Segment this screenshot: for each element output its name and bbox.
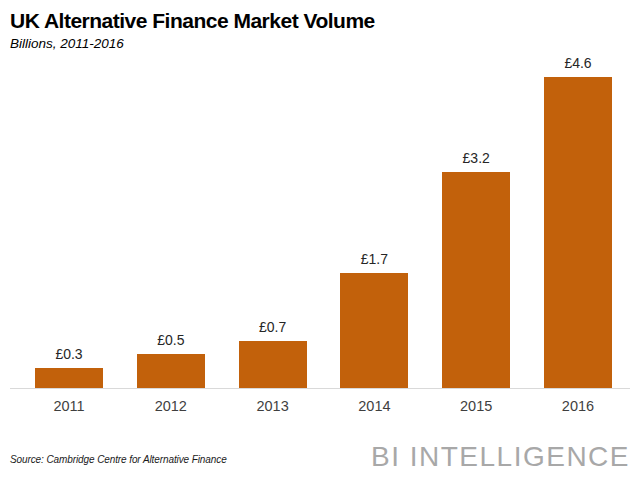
bar-value-label-2016: £4.6 [538,55,618,71]
chart-page: UK Alternative Finance Market Volume Bil… [0,0,640,481]
source-note: Source: Cambridge Centre for Alternative… [10,454,227,465]
bar-2016 [544,77,612,388]
bar-value-label-2011: £0.3 [29,346,109,362]
x-axis-label-2011: 2011 [29,398,109,414]
x-axis-label-2012: 2012 [131,398,211,414]
bar-2012 [137,354,205,388]
bar-value-label-2015: £3.2 [436,150,516,166]
bar-2013 [239,341,307,388]
bar-2011 [35,368,103,388]
bar-value-label-2014: £1.7 [334,251,414,267]
x-axis-label-2013: 2013 [233,398,313,414]
x-axis-line [10,388,630,389]
x-axis-label-2015: 2015 [436,398,516,414]
brand-logo: BI INTELLIGENCE [371,441,630,473]
bar-2014 [340,273,408,388]
plot-area: £0.3 2011 £0.5 2012 £0.7 2013 £1.7 2014 £3.2 2015… [0,0,640,481]
bar-value-label-2013: £0.7 [233,319,313,335]
x-axis-label-2014: 2014 [334,398,414,414]
x-axis-label-2016: 2016 [538,398,618,414]
bar-2015 [442,172,510,388]
bar-value-label-2012: £0.5 [131,332,211,348]
